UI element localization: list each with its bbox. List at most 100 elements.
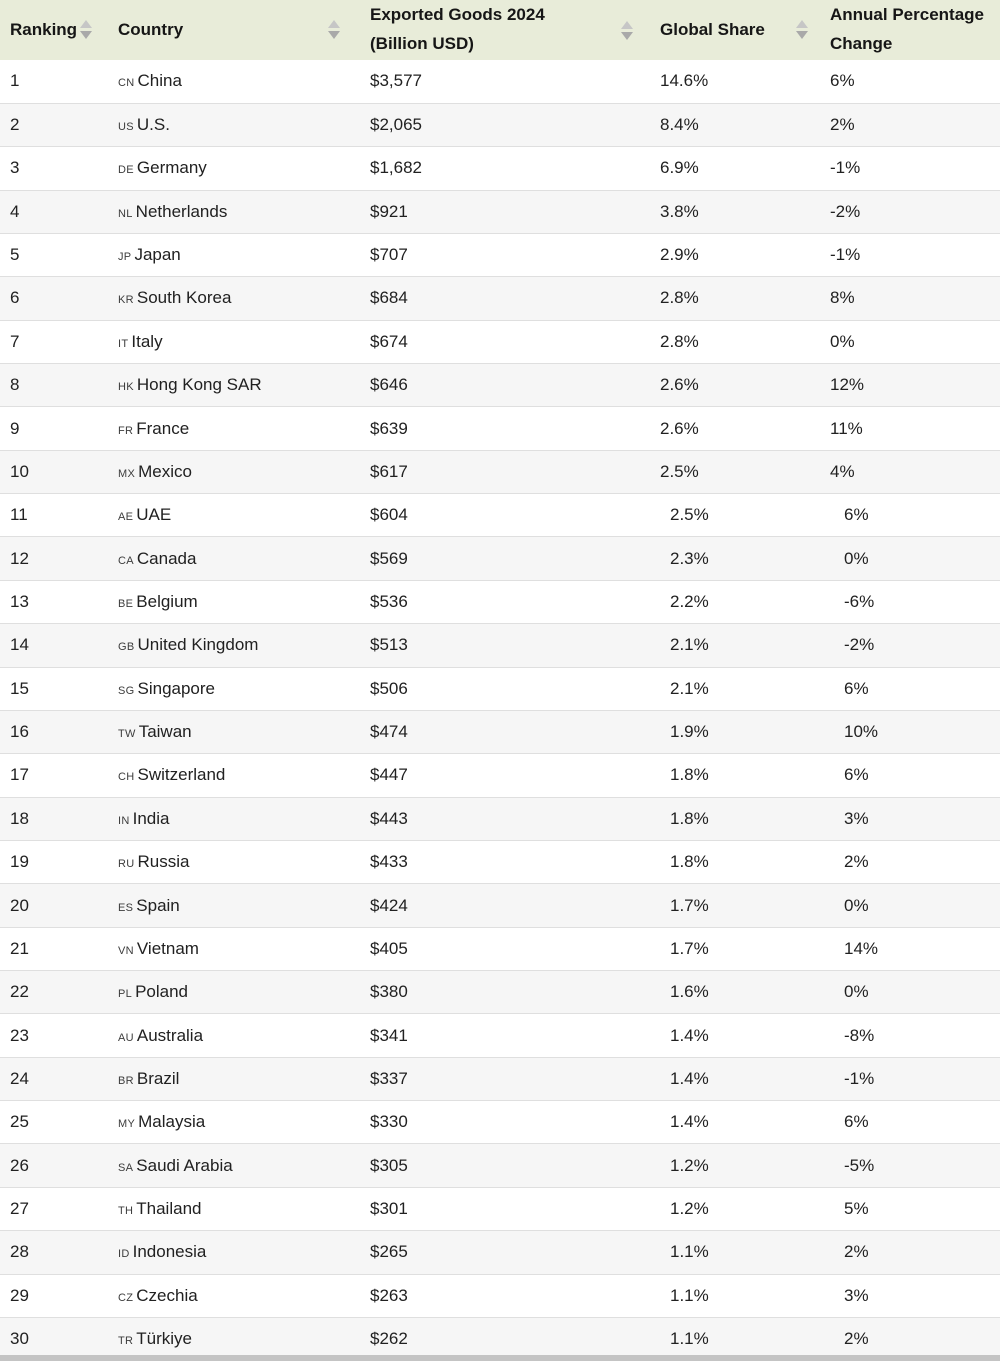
sort-icon[interactable] [621, 20, 633, 40]
global-share-cell: 1.8% [670, 765, 709, 785]
annual-change-cell: 6% [844, 678, 869, 698]
country-cell: TH Thailand [108, 1187, 352, 1230]
table-row: 20 ES Spain $424 1.7% 0% [0, 883, 1000, 928]
country-name: Poland [135, 982, 188, 1002]
annual-change-cell: 6% [830, 71, 855, 91]
annual-change-cell: 6% [844, 505, 869, 525]
exported-goods-cell: $513 [370, 635, 408, 655]
exported-goods-cell: $443 [370, 808, 408, 828]
annual-change-cell: -1% [830, 245, 861, 265]
global-share-cell: 1.1% [670, 1242, 709, 1262]
ranking-cell: 10 [10, 461, 29, 481]
ranking-cell: 12 [10, 548, 29, 568]
sort-icon[interactable] [80, 20, 93, 40]
table-row: 7 IT Italy $674 2.8% 0% [0, 320, 1000, 364]
country-name: Japan [134, 245, 181, 265]
exported-goods-cell: $474 [370, 722, 408, 742]
country-cell: SG Singapore [108, 667, 352, 710]
exported-goods-cell: $569 [370, 548, 408, 568]
column-header-annual-change[interactable]: Annual Percentage Change [820, 0, 1000, 60]
exported-goods-cell: $447 [370, 765, 408, 785]
exported-goods-cell: $921 [370, 201, 408, 221]
header-row: Ranking Country Exported Goods 2024 (Bil… [0, 0, 1000, 60]
country-cell: PL Poland [108, 971, 352, 1014]
table-row: 14 GB United Kingdom $513 2.1% -2% [0, 623, 1000, 668]
table-body: 1 CN China $3,577 14.6% 6% 2 US U.S. $2,06… [0, 60, 1000, 1361]
global-share-cell: 14.6% [660, 71, 709, 91]
ranking-cell: 23 [10, 1025, 29, 1045]
country-name: Singapore [137, 678, 216, 698]
country-code: SG [118, 684, 135, 697]
country-cell: TW Taiwan [108, 710, 352, 753]
country-code: HK [118, 381, 134, 394]
annual-change-cell: 3% [844, 1285, 869, 1305]
global-share-cell: 1.9% [670, 722, 709, 742]
global-share-cell: 2.5% [660, 461, 699, 481]
global-share-cell: 1.1% [670, 1285, 709, 1305]
ranking-cell: 24 [10, 1068, 29, 1088]
column-header-country[interactable]: Country [108, 0, 352, 60]
country-code: CH [118, 771, 135, 784]
annual-change-cell: -1% [844, 1068, 875, 1088]
exported-goods-cell: $707 [370, 245, 408, 265]
table-row: 22 PL Poland $380 1.6% 0% [0, 970, 1000, 1014]
exported-goods-cell: $536 [370, 591, 408, 611]
table-row: 19 RU Russia $433 1.8% 2% [0, 840, 1000, 884]
sort-up-icon [621, 20, 633, 29]
annual-change-cell: 2% [844, 852, 869, 872]
country-name: Italy [131, 331, 163, 351]
country-cell: CH Switzerland [108, 754, 352, 797]
exported-goods-cell: $424 [370, 895, 408, 915]
exported-goods-header-label: Exported Goods 2024 (Billion USD) [370, 5, 545, 53]
ranking-cell: 25 [10, 1112, 29, 1132]
annual-change-cell: 2% [844, 1329, 869, 1349]
global-share-cell: 8.4% [660, 115, 699, 135]
global-share-cell: 1.7% [670, 895, 709, 915]
ranking-cell: 14 [10, 635, 29, 655]
global-share-cell: 2.6% [660, 375, 699, 395]
global-share-cell: 2.5% [670, 505, 709, 525]
country-cell: KR South Korea [108, 277, 352, 320]
bottom-scrollbar[interactable] [0, 1355, 1000, 1361]
exported-goods-cell: $604 [370, 505, 408, 525]
global-share-cell: 1.4% [670, 1068, 709, 1088]
global-share-cell: 1.2% [670, 1199, 709, 1219]
table-row: 9 FR France $639 2.6% 11% [0, 406, 1000, 451]
sort-down-icon [328, 31, 340, 40]
global-share-cell: 6.9% [660, 158, 699, 178]
ranking-cell: 13 [10, 591, 29, 611]
country-code: CN [118, 77, 135, 90]
exported-goods-cell: $405 [370, 938, 408, 958]
ranking-header-label: Ranking [10, 19, 78, 39]
exported-goods-cell: $684 [370, 288, 408, 308]
annual-change-cell: 6% [844, 1112, 869, 1132]
table-row: 16 TW Taiwan $474 1.9% 10% [0, 710, 1000, 754]
country-code: TH [118, 1205, 134, 1218]
table-row: 11 AE UAE $604 2.5% 6% [0, 493, 1000, 537]
ranking-cell: 6 [10, 288, 20, 308]
country-cell: ES Spain [108, 884, 352, 927]
global-share-cell: 2.2% [670, 591, 709, 611]
table-row: 3 DE Germany $1,682 6.9% -1% [0, 146, 1000, 191]
exported-goods-cell: $674 [370, 331, 408, 351]
country-header-label: Country [118, 19, 184, 39]
exported-goods-cell: $617 [370, 461, 408, 481]
ranking-cell: 15 [10, 678, 29, 698]
country-code: GB [118, 641, 135, 654]
sort-down-icon [621, 31, 633, 40]
exported-goods-cell: $1,682 [370, 158, 422, 178]
country-cell: TR Türkiye [108, 1317, 352, 1360]
column-header-exported-goods[interactable]: Exported Goods 2024 (Billion USD) [352, 0, 645, 60]
exported-goods-cell: $646 [370, 375, 408, 395]
country-name: Türkiye [136, 1329, 192, 1349]
sort-icon[interactable] [796, 20, 808, 40]
table-row: 12 CA Canada $569 2.3% 0% [0, 536, 1000, 581]
exported-goods-cell: $433 [370, 852, 408, 872]
annual-change-cell: -6% [844, 591, 875, 611]
ranking-cell: 5 [10, 245, 20, 265]
column-header-ranking[interactable]: Ranking [0, 0, 108, 60]
country-name: Russia [137, 852, 190, 872]
sort-icon[interactable] [328, 20, 340, 40]
column-header-global-share[interactable]: Global Share [645, 0, 820, 60]
